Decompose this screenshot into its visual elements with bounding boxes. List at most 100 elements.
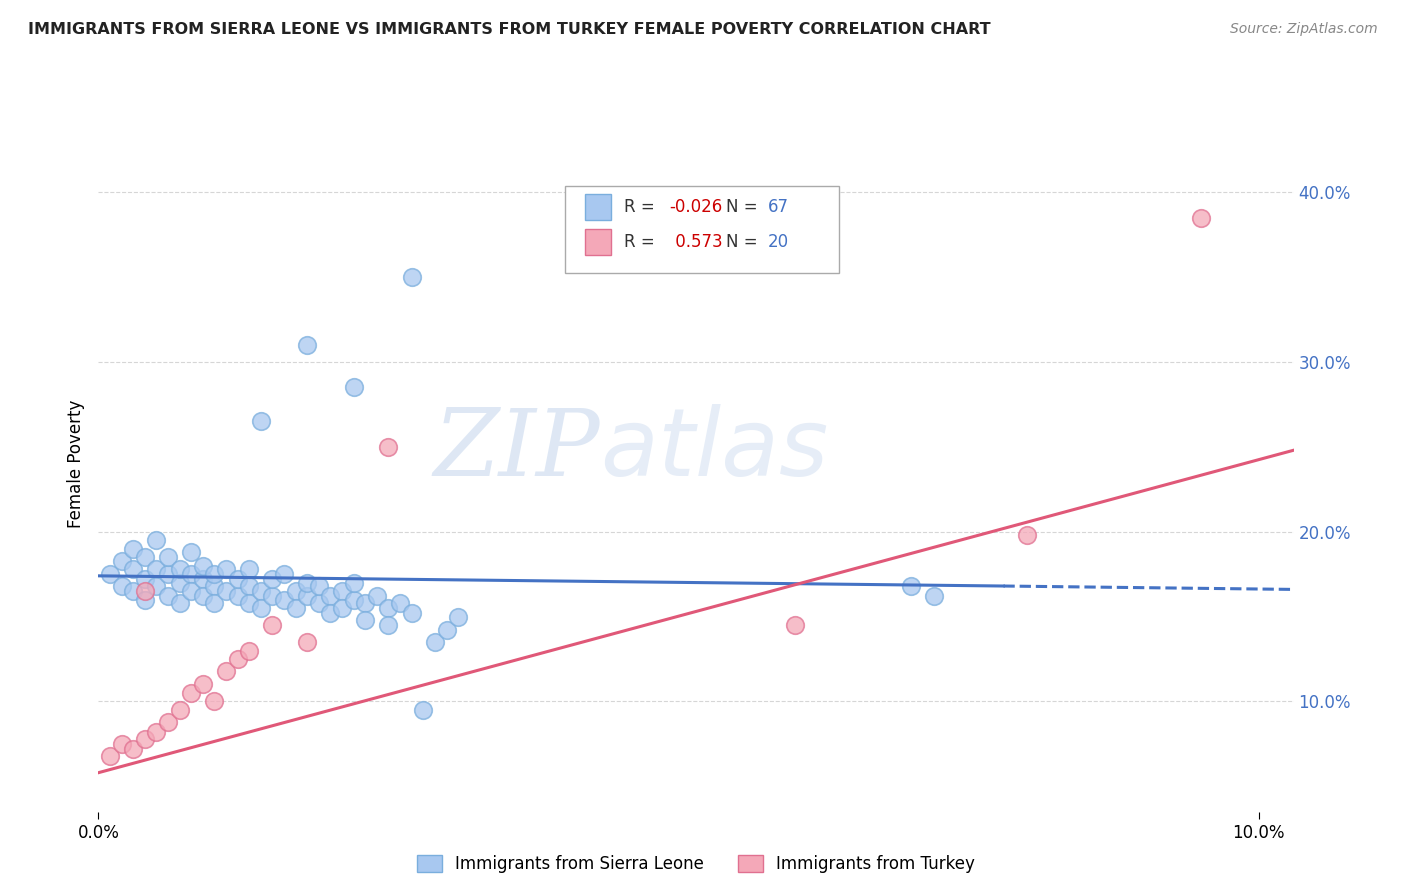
Point: [401, 606, 423, 620]
Text: Source: ZipAtlas.com: Source: ZipAtlas.com: [1230, 22, 1378, 37]
Point: [319, 606, 342, 620]
Point: [238, 562, 260, 576]
Point: [922, 589, 945, 603]
Point: [169, 703, 191, 717]
Point: [122, 584, 145, 599]
Point: [180, 686, 202, 700]
Point: [297, 575, 319, 590]
Point: [204, 579, 226, 593]
Point: [343, 575, 366, 590]
Point: [297, 589, 319, 603]
Point: [98, 748, 121, 763]
Point: [900, 579, 922, 593]
Text: 67: 67: [768, 198, 789, 216]
Point: [354, 596, 377, 610]
Text: 20: 20: [768, 233, 789, 251]
Point: [284, 584, 307, 599]
Point: [157, 589, 180, 603]
Point: [145, 533, 167, 548]
Point: [343, 592, 366, 607]
Point: [262, 589, 284, 603]
Point: [250, 601, 273, 615]
Point: [226, 589, 249, 603]
Point: [134, 572, 156, 586]
Point: [191, 677, 214, 691]
Point: [122, 541, 145, 556]
Point: [157, 567, 180, 582]
Point: [447, 609, 470, 624]
Point: [401, 270, 423, 285]
Point: [377, 618, 399, 632]
Point: [169, 596, 191, 610]
Point: [215, 562, 238, 576]
Point: [145, 725, 167, 739]
Point: [204, 567, 226, 582]
Point: [169, 562, 191, 576]
Text: ZIP: ZIP: [433, 405, 600, 495]
Point: [250, 584, 273, 599]
Point: [273, 592, 295, 607]
Point: [783, 618, 806, 632]
Point: [238, 579, 260, 593]
Text: -0.026: -0.026: [669, 198, 723, 216]
Point: [191, 558, 214, 573]
Point: [1189, 211, 1212, 225]
Point: [262, 572, 284, 586]
Point: [377, 601, 399, 615]
Point: [111, 737, 134, 751]
Point: [319, 589, 342, 603]
FancyBboxPatch shape: [565, 186, 839, 273]
Point: [191, 572, 214, 586]
Point: [226, 652, 249, 666]
Point: [134, 584, 156, 599]
Point: [157, 714, 180, 729]
Point: [145, 562, 167, 576]
Text: R =: R =: [624, 198, 661, 216]
Point: [134, 731, 156, 746]
Point: [134, 592, 156, 607]
Point: [366, 589, 388, 603]
Text: N =: N =: [725, 233, 762, 251]
Text: N =: N =: [725, 198, 762, 216]
Point: [134, 550, 156, 565]
Point: [111, 579, 134, 593]
Point: [180, 545, 202, 559]
Point: [330, 584, 353, 599]
Point: [204, 694, 226, 708]
Text: atlas: atlas: [600, 404, 828, 495]
Point: [423, 635, 446, 649]
Point: [377, 440, 399, 454]
Point: [273, 567, 295, 582]
Point: [204, 596, 226, 610]
Legend: Immigrants from Sierra Leone, Immigrants from Turkey: Immigrants from Sierra Leone, Immigrants…: [418, 855, 974, 873]
Point: [262, 618, 284, 632]
Point: [157, 550, 180, 565]
Point: [284, 601, 307, 615]
Point: [308, 596, 330, 610]
Point: [169, 575, 191, 590]
Text: 0.573: 0.573: [669, 233, 723, 251]
Point: [343, 380, 366, 394]
Point: [412, 703, 434, 717]
Point: [180, 567, 202, 582]
Text: R =: R =: [624, 233, 661, 251]
Point: [122, 742, 145, 756]
Point: [215, 584, 238, 599]
Bar: [585, 194, 612, 220]
Point: [1015, 528, 1038, 542]
Point: [226, 572, 249, 586]
Point: [389, 596, 412, 610]
Point: [191, 589, 214, 603]
Point: [308, 579, 330, 593]
Point: [98, 567, 121, 582]
Bar: [585, 228, 612, 255]
Point: [354, 613, 377, 627]
Point: [122, 562, 145, 576]
Point: [238, 643, 260, 657]
Point: [145, 579, 167, 593]
Y-axis label: Female Poverty: Female Poverty: [66, 400, 84, 528]
Point: [180, 584, 202, 599]
Point: [238, 596, 260, 610]
Point: [297, 635, 319, 649]
Point: [250, 414, 273, 428]
